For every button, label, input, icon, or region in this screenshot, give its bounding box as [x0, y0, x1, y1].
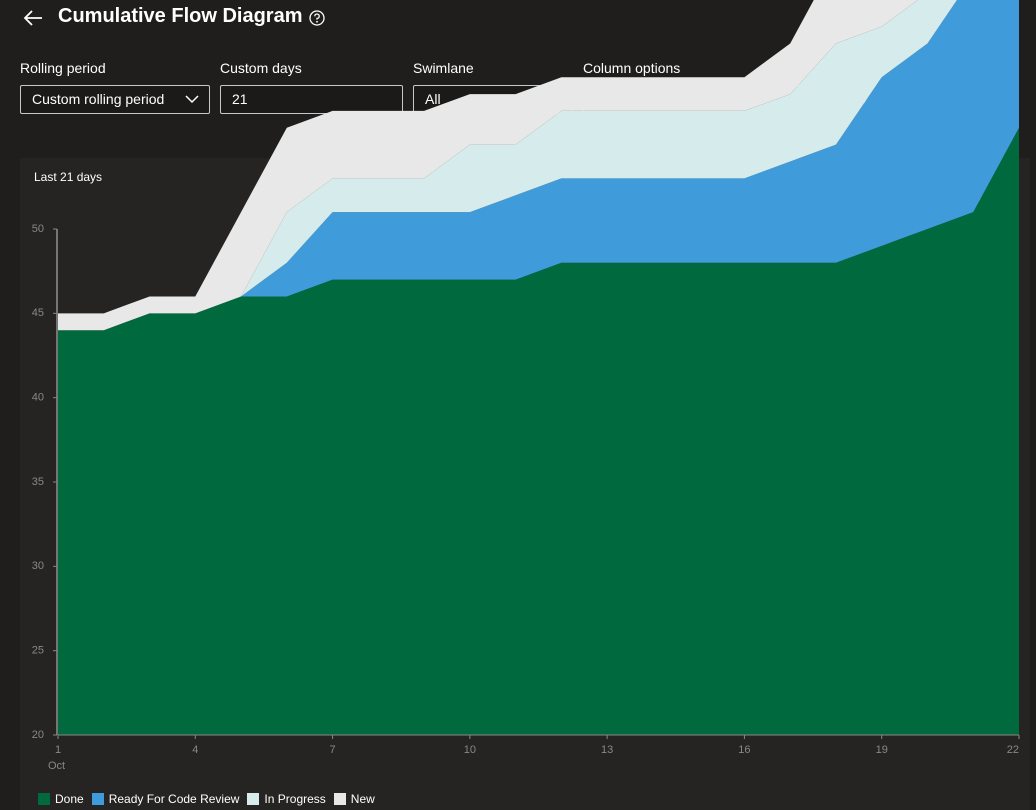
filter-label: Rolling period — [20, 60, 106, 76]
chevron — [185, 95, 199, 104]
chart: 20 25 30 35 40 45 50 1 4 7 10 13 16 19 22 Oct — [32, 0, 1020, 772]
x-tick-label: 19 — [876, 744, 888, 756]
x-tick-label: 1 — [55, 744, 61, 756]
y-tick-label: 45 — [32, 307, 44, 319]
y-tick-label: 50 — [32, 223, 44, 235]
legend-item[interactable]: In Progress — [247, 792, 326, 806]
input-value: 21 — [232, 91, 248, 107]
y-tick-label: 30 — [32, 560, 44, 572]
help-icon[interactable] — [308, 9, 326, 27]
dropdown-value: Custom rolling period — [32, 91, 165, 107]
x-tick-label: 7 — [330, 744, 336, 756]
x-tick-label: 13 — [601, 744, 613, 756]
x-tick-label: 4 — [192, 744, 198, 756]
x-month-label: Oct — [48, 760, 65, 772]
area — [58, 0, 1019, 331]
filter-label: Column options — [583, 60, 681, 76]
back-arrow[interactable] — [22, 8, 44, 28]
legend-label: Ready For Code Review — [108, 792, 240, 806]
area — [58, 127, 1019, 736]
legend-swatch — [333, 793, 346, 805]
area — [58, 0, 957, 331]
legend-label: Done — [55, 792, 84, 806]
page-title: Cumulative Flow Diagram — [58, 5, 303, 27]
legend-label: In Progress — [264, 792, 326, 806]
x-tick-label: 16 — [738, 744, 750, 756]
dropdown[interactable]: Custom rolling period — [20, 85, 210, 114]
legend-swatch — [247, 793, 260, 805]
legend-label: New — [350, 792, 375, 806]
area — [58, 0, 918, 331]
text-input[interactable]: 21 — [220, 85, 403, 114]
period-label: Last 21 days — [34, 170, 103, 184]
legend-swatch — [91, 793, 104, 805]
filter-label: Custom days — [220, 60, 302, 76]
legend-item[interactable]: Ready For Code Review — [91, 792, 240, 806]
x-tick-label: 10 — [464, 744, 476, 756]
y-tick-label: 35 — [32, 476, 44, 488]
legend-item[interactable]: Done — [38, 792, 84, 806]
y-tick-label: 25 — [32, 645, 44, 657]
dropdown-value: All — [425, 91, 441, 107]
y-tick-label: 40 — [32, 392, 44, 404]
legend-swatch — [38, 793, 50, 805]
filter-label: Swimlane — [413, 60, 474, 76]
y-tick-label: 20 — [32, 729, 44, 741]
x-tick-label: 22 — [1007, 744, 1019, 756]
legend-item[interactable]: New — [333, 792, 375, 806]
legend: Done Ready For Code Review In Progress New — [38, 792, 375, 806]
